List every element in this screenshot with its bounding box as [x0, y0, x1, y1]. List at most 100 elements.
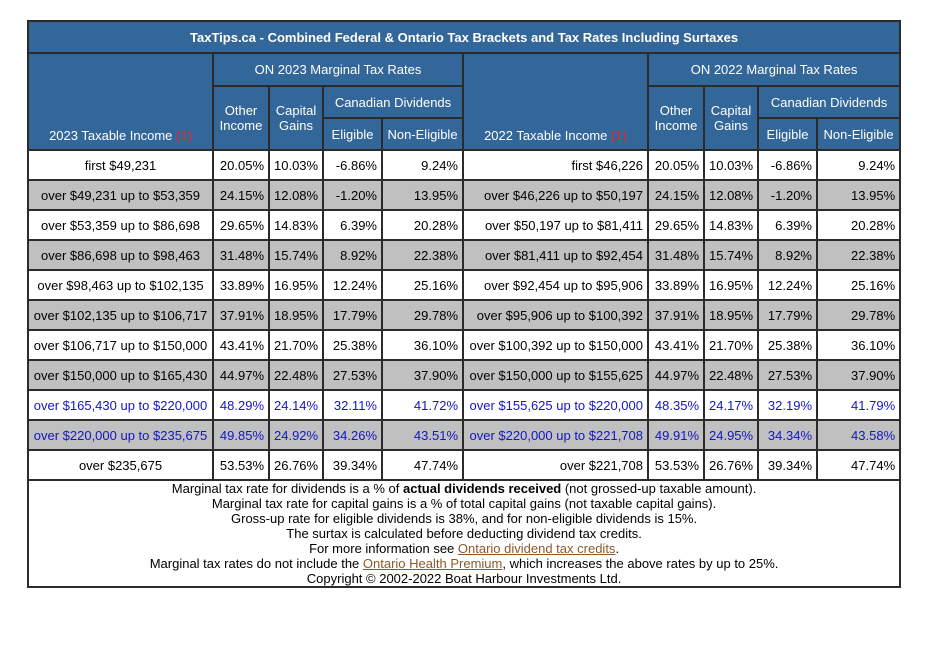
- non-eligible-div-2023-cell: 36.10%: [381, 329, 464, 361]
- other-income-2023-cell: 48.29%: [212, 389, 270, 421]
- non-eligible-div-2023-cell: 25.16%: [381, 269, 464, 301]
- capital-gains-2023-cell: 24.92%: [268, 419, 324, 451]
- other-income-2023-cell: 37.91%: [212, 299, 270, 331]
- col-non-eligible-2023: Non-Eligible: [381, 117, 464, 151]
- table-body: first $49,231 20.05% 10.03% -6.86% 9.24% firs…: [27, 149, 902, 481]
- col-eligible-2022: Eligible: [757, 117, 818, 151]
- income-2023-cell: over $102,135 up to $106,717: [27, 299, 214, 331]
- capital-gains-2023-cell: 22.48%: [268, 359, 324, 391]
- table-title: TaxTips.ca - Combined Federal & Ontario …: [26, 20, 902, 54]
- income-2023-cell: over $53,359 up to $86,698: [27, 209, 214, 241]
- table-row: first $49,231 20.05% 10.03% -6.86% 9.24% firs…: [27, 149, 902, 181]
- capital-gains-2023-cell: 18.95%: [268, 299, 324, 331]
- capital-gains-2023-cell: 24.14%: [268, 389, 324, 421]
- eligible-div-2023-cell: 27.53%: [322, 359, 383, 391]
- table-row: over $106,717 up to $150,000 43.41% 21.70%…: [27, 329, 902, 361]
- non-eligible-div-2023-cell: 13.95%: [381, 179, 464, 211]
- non-eligible-div-2022-cell: 41.79%: [815, 389, 902, 421]
- non-eligible-div-2022-cell: 43.58%: [815, 419, 902, 451]
- eligible-div-2023-cell: 39.34%: [322, 449, 383, 481]
- non-eligible-div-2022-cell: 13.95%: [815, 179, 902, 211]
- capital-gains-2023-cell: 10.03%: [268, 149, 324, 181]
- income-2023-cell: over $98,463 up to $102,135: [27, 269, 214, 301]
- tax-brackets-table: TaxTips.ca - Combined Federal & Ontario …: [26, 20, 902, 588]
- income-2022-cell: over $92,454 up to $95,906: [462, 269, 649, 301]
- non-eligible-div-2022-cell: 29.78%: [815, 299, 902, 331]
- income-header-2023: 2023 Taxable Income (1): [27, 52, 214, 151]
- eligible-div-2023-cell: 8.92%: [322, 239, 383, 271]
- col-other-income-2023-l1: Other: [224, 103, 258, 118]
- other-income-2023-cell: 29.65%: [212, 209, 270, 241]
- col-capital-gains-2023-l1: Capital: [275, 103, 317, 118]
- eligible-div-2022-cell: 8.92%: [757, 239, 818, 271]
- col-non-eligible-2022: Non-Eligible: [815, 117, 902, 151]
- ontario-dividend-tax-credits-link[interactable]: Ontario dividend tax credits: [457, 541, 616, 556]
- income-2022-cell: over $155,625 up to $220,000: [462, 389, 649, 421]
- capital-gains-2022-cell: 10.03%: [703, 149, 759, 181]
- other-income-2023-cell: 53.53%: [212, 449, 270, 481]
- income-header-2022-text: 2022 Taxable Income: [484, 128, 608, 143]
- income-2022-cell: over $50,197 up to $81,411: [462, 209, 649, 241]
- income-2022-cell: first $46,226: [462, 149, 649, 181]
- footer-line-health-premium: Marginal tax rates do not include the On…: [33, 556, 895, 571]
- income-2023-cell: over $235,675: [27, 449, 214, 481]
- footer-line-surtax: The surtax is calculated before deductin…: [286, 526, 642, 541]
- income-2023-cell: over $220,000 up to $235,675: [27, 419, 214, 451]
- income-2022-cell: over $100,392 up to $150,000: [462, 329, 649, 361]
- eligible-div-2022-cell: 25.38%: [757, 329, 818, 361]
- capital-gains-2022-cell: 22.48%: [703, 359, 759, 391]
- eligible-div-2023-cell: 34.26%: [322, 419, 383, 451]
- eligible-div-2023-cell: 12.24%: [322, 269, 383, 301]
- non-eligible-div-2023-cell: 20.28%: [381, 209, 464, 241]
- eligible-div-2023-cell: 25.38%: [322, 329, 383, 361]
- eligible-div-2022-cell: 12.24%: [757, 269, 818, 301]
- other-income-2022-cell: 33.89%: [647, 269, 705, 301]
- capital-gains-2022-cell: 16.95%: [703, 269, 759, 301]
- capital-gains-2022-cell: 15.74%: [703, 239, 759, 271]
- income-2022-cell: over $220,000 up to $221,708: [462, 419, 649, 451]
- capital-gains-2022-cell: 24.17%: [703, 389, 759, 421]
- ontario-health-premium-link[interactable]: Ontario Health Premium: [362, 556, 503, 571]
- other-income-2022-cell: 49.91%: [647, 419, 705, 451]
- footnote-marker-2022[interactable]: (1): [611, 128, 627, 143]
- group-header-2023: ON 2023 Marginal Tax Rates: [212, 52, 464, 87]
- other-income-2022-cell: 53.53%: [647, 449, 705, 481]
- footer-line1-bold: actual dividends received: [403, 481, 562, 496]
- table-row: over $86,698 up to $98,463 31.48% 15.74% 8.…: [27, 239, 902, 271]
- eligible-div-2023-cell: 6.39%: [322, 209, 383, 241]
- income-2023-cell: over $165,430 up to $220,000: [27, 389, 214, 421]
- eligible-div-2023-cell: 32.11%: [322, 389, 383, 421]
- capital-gains-2023-cell: 21.70%: [268, 329, 324, 361]
- income-2022-cell: over $221,708: [462, 449, 649, 481]
- non-eligible-div-2023-cell: 43.51%: [381, 419, 464, 451]
- footer-line6-post: , which increases the above rates by up …: [502, 556, 779, 571]
- other-income-2023-cell: 43.41%: [212, 329, 270, 361]
- other-income-2022-cell: 37.91%: [647, 299, 705, 331]
- col-capital-gains-2023-l2: Gains: [279, 118, 313, 133]
- footnote-marker-2023[interactable]: (1): [176, 128, 192, 143]
- col-other-income-2023-l2: Income: [219, 118, 263, 133]
- footer-line1-pre: Marginal tax rate for dividends is a % o…: [171, 481, 403, 496]
- other-income-2022-cell: 31.48%: [647, 239, 705, 271]
- income-2023-cell: over $49,231 up to $53,359: [27, 179, 214, 211]
- col-dividends-2023: Canadian Dividends: [322, 85, 464, 119]
- capital-gains-2022-cell: 18.95%: [703, 299, 759, 331]
- eligible-div-2023-cell: -1.20%: [322, 179, 383, 211]
- eligible-div-2022-cell: 27.53%: [757, 359, 818, 391]
- eligible-div-2023-cell: -6.86%: [322, 149, 383, 181]
- footer-line5-pre: For more information see: [309, 541, 458, 556]
- income-2022-cell: over $81,411 up to $92,454: [462, 239, 649, 271]
- non-eligible-div-2023-cell: 29.78%: [381, 299, 464, 331]
- other-income-2022-cell: 29.65%: [647, 209, 705, 241]
- non-eligible-div-2022-cell: 20.28%: [815, 209, 902, 241]
- capital-gains-2022-cell: 26.76%: [703, 449, 759, 481]
- table-row: over $102,135 up to $106,717 37.91% 18.95%…: [27, 299, 902, 331]
- footer-line-capital-gains: Marginal tax rate for capital gains is a…: [211, 496, 717, 511]
- income-2022-cell: over $95,906 up to $100,392: [462, 299, 649, 331]
- col-other-income-2023: Other Income: [212, 85, 270, 151]
- income-2023-cell: over $150,000 up to $165,430: [27, 359, 214, 391]
- income-2023-cell: first $49,231: [27, 149, 214, 181]
- footer-line6-pre: Marginal tax rates do not include the: [149, 556, 363, 571]
- capital-gains-2023-cell: 15.74%: [268, 239, 324, 271]
- col-capital-gains-2022-l1: Capital: [710, 103, 752, 118]
